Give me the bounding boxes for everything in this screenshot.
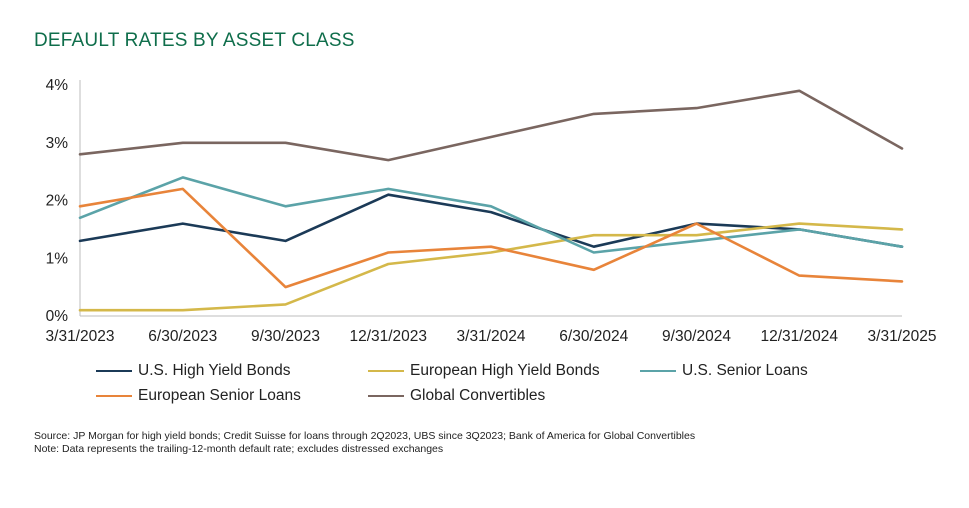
legend-item: Global Convertibles	[368, 387, 545, 405]
x-tick-label: 3/31/2024	[457, 328, 526, 345]
line-chart: 0% 1% 2% 3% 4% 3/31/2023 6/30/2023 9/30/2023 12/…	[46, 77, 937, 345]
legend-label: U.S. High Yield Bonds	[138, 362, 291, 379]
series-line-european-high-yield-bonds	[78, 222, 904, 312]
chart-series	[78, 89, 904, 312]
legend-swatch	[368, 370, 404, 372]
legend-label: European Senior Loans	[138, 387, 301, 404]
legend-item: U.S. High Yield Bonds	[96, 362, 291, 380]
legend-label: Global Convertibles	[410, 387, 546, 404]
legend-swatch	[368, 395, 404, 397]
series-line-global-convertibles	[78, 89, 904, 162]
y-tick-label: 0%	[46, 308, 69, 325]
chart-axes: 0% 1% 2% 3% 4% 3/31/2023 6/30/2023 9/30/2023 12/…	[46, 77, 937, 345]
legend-swatch	[96, 395, 132, 397]
x-tick-label: 3/31/2023	[46, 328, 115, 345]
data-note: Note: Data represents the trailing-12-mo…	[34, 443, 444, 455]
legend-item: U.S. Senior Loans	[640, 362, 808, 380]
x-tick-label: 12/31/2023	[349, 328, 427, 345]
series-line-u-s-senior-loans	[78, 176, 904, 254]
chart-title: DEFAULT RATES BY ASSET CLASS	[34, 30, 355, 51]
source-note: Source: JP Morgan for high yield bonds; …	[34, 430, 696, 442]
legend-swatch	[640, 370, 676, 372]
x-tick-label: 9/30/2023	[251, 328, 320, 345]
x-tick-label: 12/31/2024	[760, 328, 838, 345]
series-line-u-s-high-yield-bonds	[78, 193, 904, 248]
series-line-european-senior-loans	[78, 187, 904, 289]
legend-swatch	[96, 370, 132, 372]
x-tick-label: 6/30/2023	[148, 328, 217, 345]
legend-item: European Senior Loans	[96, 387, 301, 405]
x-tick-label: 9/30/2024	[662, 328, 731, 345]
legend-label: U.S. Senior Loans	[682, 362, 808, 379]
chart-notes: Source: JP Morgan for high yield bonds; …	[34, 430, 695, 456]
x-tick-label: 6/30/2024	[559, 328, 628, 345]
legend-item: European High Yield Bonds	[368, 362, 600, 380]
legend-label: European High Yield Bonds	[410, 362, 600, 379]
y-tick-label: 3%	[46, 135, 69, 152]
y-tick-label: 4%	[46, 77, 69, 94]
y-tick-label: 2%	[46, 193, 69, 210]
y-tick-label: 1%	[46, 250, 69, 267]
x-tick-label: 3/31/2025	[868, 328, 937, 345]
